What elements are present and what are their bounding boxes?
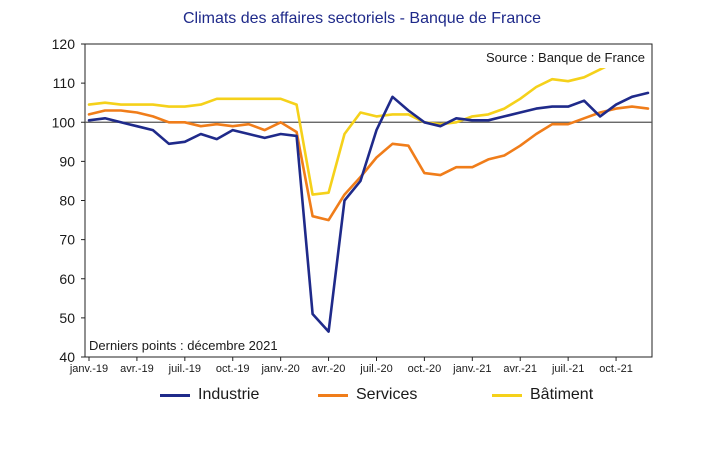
legend-item-services: Services [318,386,417,404]
x-tick-label: juil.-20 [359,363,392,375]
footnote-bg [87,335,297,355]
y-tick-label: 70 [59,232,75,248]
legend-item-industrie: Industrie [160,386,259,404]
source-note: Source : Banque de France [486,50,645,65]
x-tick-label: oct.-20 [408,363,442,375]
series-line-services [87,105,650,222]
y-tick-label: 90 [59,153,75,169]
plot-frame [84,43,653,358]
y-tick-label: 80 [59,193,75,209]
x-tick-label: avr.-19 [120,363,154,375]
y-tick-label: 60 [59,271,75,287]
legend-label-batiment: Bâtiment [530,386,594,403]
chart-title: Climats des affaires sectoriels - Banque… [182,10,542,27]
x-tick-label: oct.-19 [216,363,250,375]
legend-label-services: Services [356,386,418,403]
x-tick-label: juil.-21 [551,363,584,375]
legend-item-batiment: Bâtiment [492,386,593,404]
legend-swatch-industrie [160,393,190,397]
x-tick-label: janv.-19 [69,363,108,375]
y-tick-label: 100 [52,114,76,130]
footnote: Derniers points : décembre 2021 [89,338,278,353]
y-tick-label: 50 [59,310,75,326]
x-tick-label: janv.-21 [452,363,491,375]
x-tick-label: oct.-21 [599,363,633,375]
x-tick-label: avr.-20 [312,363,346,375]
x-tick-label: juil.-19 [168,363,201,375]
y-tick-label: 120 [52,36,76,52]
series-line-batiment [87,54,650,196]
x-tick-label: janv.-20 [260,363,299,375]
y-tick-label: 110 [53,75,76,91]
legend-swatch-batiment [492,393,522,397]
legend-label-industrie: Industrie [198,386,260,403]
x-tick-label: avr.-21 [503,363,537,375]
series-line-industrie [87,91,650,333]
y-tick-label: 40 [59,349,75,365]
legend-swatch-services [318,393,348,397]
source-note-bg [470,46,650,68]
